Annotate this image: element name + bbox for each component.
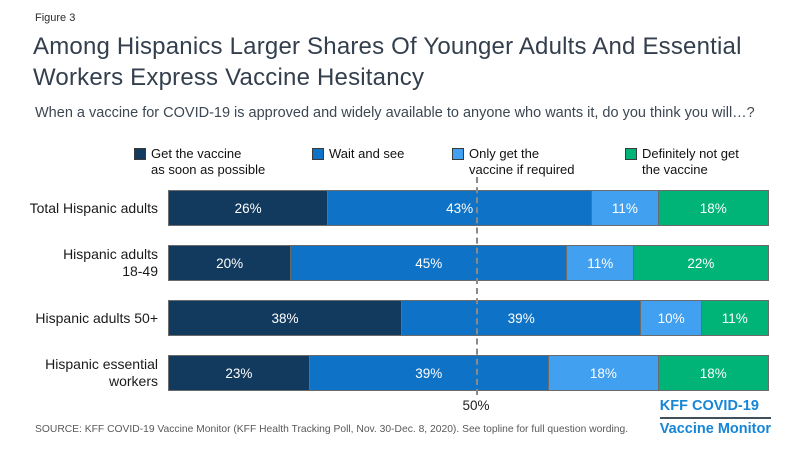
bar-segment: 26% (168, 190, 329, 226)
legend-item-only-if-required: Only get the vaccine if required (452, 146, 575, 178)
row-label: Hispanic adults 18-49 (63, 246, 158, 279)
bar-segment: 18% (657, 190, 769, 226)
bar-segment: 45% (290, 245, 568, 281)
bar-segment: 20% (168, 245, 292, 281)
logo-line-1: KFF COVID-19 (659, 398, 771, 419)
legend-label: Definitely not get the vaccine (642, 146, 739, 177)
bar-track: 20% 45% 11% 22% (168, 245, 784, 281)
fifty-percent-label: 50% (462, 398, 490, 413)
kff-vaccine-monitor-logo: KFF COVID-19 Vaccine Monitor (659, 398, 771, 438)
bar-track: 38% 39% 10% 11% (168, 300, 784, 336)
stacked-bar-chart: Total Hispanic adults 26% 43% 11% 18% Hispani… (0, 177, 784, 395)
bar-segment: 38% (168, 300, 403, 336)
row-label: Hispanic adults 50+ (35, 309, 158, 326)
figure-label: Figure 3 (35, 12, 76, 24)
chart-row: Hispanic adults 18-49 20% 45% 11% 22% (0, 245, 784, 281)
bar-segment: 39% (401, 300, 642, 336)
row-label: Hispanic essential workers (45, 356, 158, 389)
chart-row: Hispanic essential workers 23% 39% 18% 18% (0, 355, 784, 391)
legend-item-wait-and-see: Wait and see (312, 146, 404, 162)
bar-segment: 18% (657, 355, 769, 391)
row-label: Total Hispanic adults (29, 199, 158, 216)
source-note: SOURCE: KFF COVID-19 Vaccine Monitor (KF… (35, 424, 629, 435)
legend-label: Get the vaccine as soon as possible (151, 146, 266, 177)
survey-question: When a vaccine for COVID-19 is approved … (35, 105, 755, 121)
bar-track: 26% 43% 11% 18% (168, 190, 784, 226)
legend-swatch-blue (312, 148, 324, 160)
bar-segment: 43% (327, 190, 593, 226)
chart-rows: Total Hispanic adults 26% 43% 11% 18% Hispani… (0, 190, 784, 391)
bar-segment: 11% (591, 190, 659, 226)
chart-row: Hispanic adults 50+ 38% 39% 10% 11% (0, 300, 784, 336)
chart-row: Total Hispanic adults 26% 43% 11% 18% (0, 190, 784, 226)
bar-segment: 18% (547, 355, 659, 391)
legend-label: Wait and see (329, 146, 405, 161)
bar-segment: 22% (633, 245, 769, 281)
legend-item-get-vaccine-asap: Get the vaccine as soon as possible (134, 146, 265, 178)
legend-item-definitely-not: Definitely not get the vaccine (625, 146, 739, 178)
bar-segment: 23% (168, 355, 310, 391)
bar-segment: 11% (566, 245, 635, 281)
legend-swatch-light-blue (452, 148, 464, 160)
bar-segment: 10% (640, 300, 702, 336)
bar-track: 23% 39% 18% 18% (168, 355, 784, 391)
bar-segment: 39% (308, 355, 549, 391)
legend-swatch-green (625, 148, 637, 160)
legend: Get the vaccine as soon as possible Wait… (0, 146, 800, 182)
logo-line-2: Vaccine Monitor (659, 421, 771, 437)
chart-title: Among Hispanics Larger Shares Of Younger… (33, 33, 742, 91)
legend-swatch-navy (134, 148, 146, 160)
legend-label: Only get the vaccine if required (469, 146, 575, 177)
bar-segment: 11% (700, 300, 769, 336)
